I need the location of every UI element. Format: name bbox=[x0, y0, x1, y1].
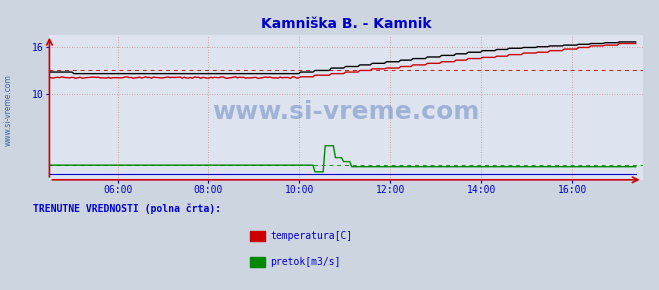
Text: TRENUTNE VREDNOSTI (polna črta):: TRENUTNE VREDNOSTI (polna črta): bbox=[33, 203, 221, 214]
Text: pretok[m3/s]: pretok[m3/s] bbox=[270, 258, 341, 267]
Text: www.si-vreme.com: www.si-vreme.com bbox=[4, 74, 13, 146]
Text: www.si-vreme.com: www.si-vreme.com bbox=[212, 100, 480, 124]
Text: temperatura[C]: temperatura[C] bbox=[270, 231, 353, 241]
Title: Kamniška B. - Kamnik: Kamniška B. - Kamnik bbox=[261, 17, 431, 31]
